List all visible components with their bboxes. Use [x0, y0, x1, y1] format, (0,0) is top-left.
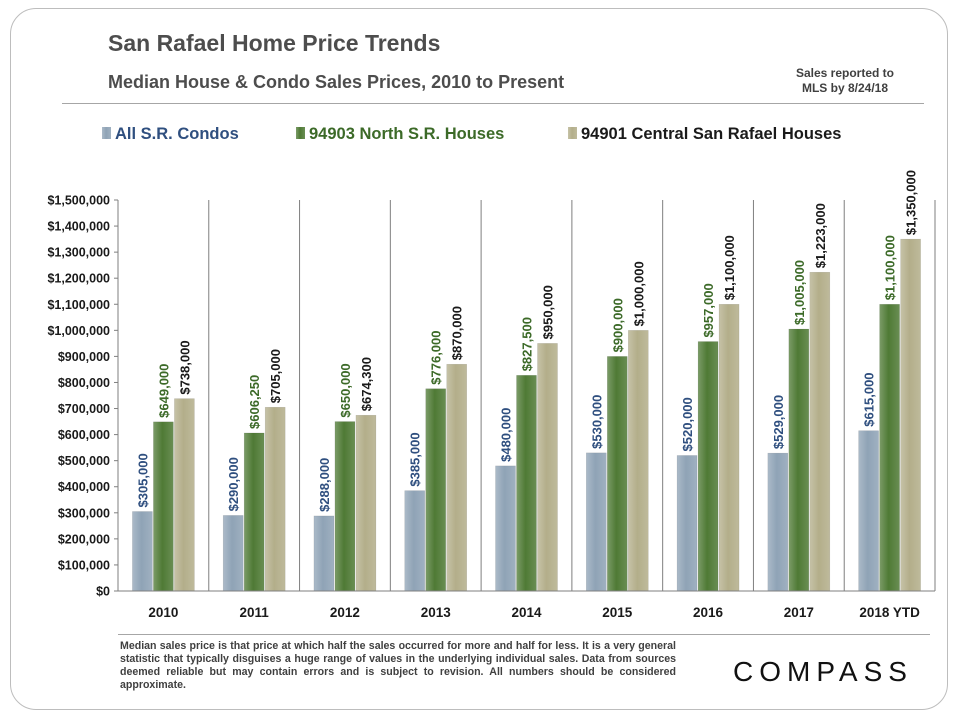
bar-2017-series-3 [809, 271, 831, 592]
x-tick-label: 2014 [511, 605, 542, 620]
x-tick-label: 2018 YTD [859, 605, 920, 620]
chart-legend: All S.R. Condos 94903 North S.R. Houses 94… [102, 125, 841, 143]
x-tick-label: 2010 [148, 605, 178, 620]
plot-area: $305,000 $649,000 $738,000 $290,000 $606,250… [132, 170, 936, 592]
data-label: $900,000 [610, 298, 625, 352]
data-label: $480,000 [499, 408, 514, 462]
data-label: $520,000 [680, 397, 695, 451]
x-tick-label: 2015 [602, 605, 633, 620]
legend-swatch [102, 127, 111, 139]
bar-2018-ytd-series-2 [879, 304, 900, 592]
data-label: $1,100,000 [722, 235, 737, 300]
data-label: $674,300 [359, 357, 374, 411]
header-divider [62, 103, 924, 104]
data-label: $288,000 [317, 458, 332, 512]
y-tick-label: $100,000 [58, 558, 110, 572]
footer-divider [118, 634, 930, 635]
x-tick-label: 2013 [421, 605, 452, 620]
data-label: $606,250 [247, 375, 262, 429]
legend-entry: 94903 North S.R. Houses [309, 125, 504, 143]
legend-entry: All S.R. Condos [115, 125, 239, 143]
bar-2014-series-2 [516, 375, 537, 592]
bar-2016-series-2 [697, 341, 719, 592]
sales-reported-note: Sales reported to MLS by 8/24/18 [795, 66, 895, 95]
legend-swatch [568, 127, 577, 139]
bar-2012-series-1 [313, 515, 335, 592]
bar-2011-series-1 [222, 515, 244, 592]
x-tick-label: 2012 [330, 605, 360, 620]
y-tick-label: $200,000 [58, 532, 110, 546]
chart-subtitle: Median House & Condo Sales Prices, 2010 … [108, 72, 565, 92]
bar-2013-series-2 [425, 388, 446, 592]
footnote-disclaimer: Median sales price is that price at whic… [120, 640, 676, 691]
data-label: $1,223,000 [813, 203, 828, 268]
y-tick-label: $1,400,000 [47, 220, 110, 234]
bar-2012-series-2 [334, 421, 356, 592]
legend-swatch [296, 127, 305, 139]
y-tick-label: $1,500,000 [47, 194, 110, 208]
data-label: $1,005,000 [792, 260, 807, 325]
data-label: $290,000 [226, 457, 241, 511]
data-label: $529,000 [771, 395, 786, 449]
x-tick-label: 2011 [240, 605, 270, 620]
bar-2016-series-1 [676, 455, 698, 592]
bar-2016-series-3 [718, 304, 740, 592]
bar-2013-series-1 [404, 490, 425, 592]
bar-2010-series-3 [174, 398, 195, 592]
data-label: $530,000 [589, 395, 604, 449]
data-label: $305,000 [135, 453, 150, 507]
y-tick-label: $400,000 [58, 480, 110, 494]
bar-2015-series-1 [586, 452, 607, 592]
legend-entry: 94901 Central San Rafael Houses [581, 125, 841, 143]
compass-logo: COMPASS [733, 656, 913, 687]
y-tick-label: $1,300,000 [47, 246, 110, 260]
bar-2014-series-1 [495, 465, 516, 592]
bar-2011-series-2 [243, 432, 265, 592]
bar-2014-series-3 [537, 343, 558, 592]
y-tick-label: $600,000 [58, 428, 110, 442]
y-tick-label: $0 [96, 585, 110, 599]
y-tick-label: $900,000 [58, 350, 110, 364]
data-label: $650,000 [338, 363, 353, 417]
y-axis: $0 $100,000 $200,000 $300,000 $400,000 $500,0… [47, 194, 119, 599]
data-label: $776,000 [429, 330, 444, 384]
data-label: $615,000 [862, 372, 877, 426]
bar-2012-series-3 [355, 414, 377, 592]
bar-2017-series-2 [788, 328, 810, 592]
y-tick-label: $300,000 [58, 506, 110, 520]
bar-2018-ytd-series-3 [900, 238, 921, 592]
y-tick-label: $1,100,000 [47, 298, 110, 312]
y-tick-label: $1,000,000 [47, 324, 110, 338]
data-label: $385,000 [408, 432, 423, 486]
data-label: $705,000 [268, 349, 283, 403]
bar-2011-series-3 [264, 406, 286, 592]
y-tick-label: $500,000 [58, 454, 110, 468]
bar-2015-series-3 [628, 330, 649, 592]
bar-2018-ytd-series-1 [858, 430, 879, 592]
data-label: $649,000 [156, 364, 171, 418]
y-tick-label: $800,000 [58, 376, 110, 390]
x-tick-label: 2017 [784, 605, 814, 620]
chart-title: San Rafael Home Price Trends [108, 30, 441, 56]
bar-2013-series-3 [446, 363, 467, 592]
data-label: $1,100,000 [883, 235, 898, 300]
bar-2015-series-2 [607, 356, 628, 592]
x-axis: 2010 2011 2012 2013 2014 2015 2016 2017 2018 YTD [118, 590, 935, 620]
data-label: $1,350,000 [904, 170, 919, 235]
y-tick-label: $1,200,000 [47, 272, 110, 286]
bar-2017-series-1 [767, 452, 789, 592]
data-label: $957,000 [701, 283, 716, 337]
data-label: $827,500 [520, 317, 535, 371]
data-label: $738,000 [177, 340, 192, 394]
bar-2010-series-1 [132, 511, 153, 592]
bar-2010-series-2 [153, 421, 174, 592]
data-label: $950,000 [541, 285, 556, 339]
data-label: $870,000 [450, 306, 465, 360]
data-label: $1,000,000 [631, 261, 646, 326]
y-tick-label: $700,000 [58, 402, 110, 416]
x-tick-label: 2016 [693, 605, 724, 620]
